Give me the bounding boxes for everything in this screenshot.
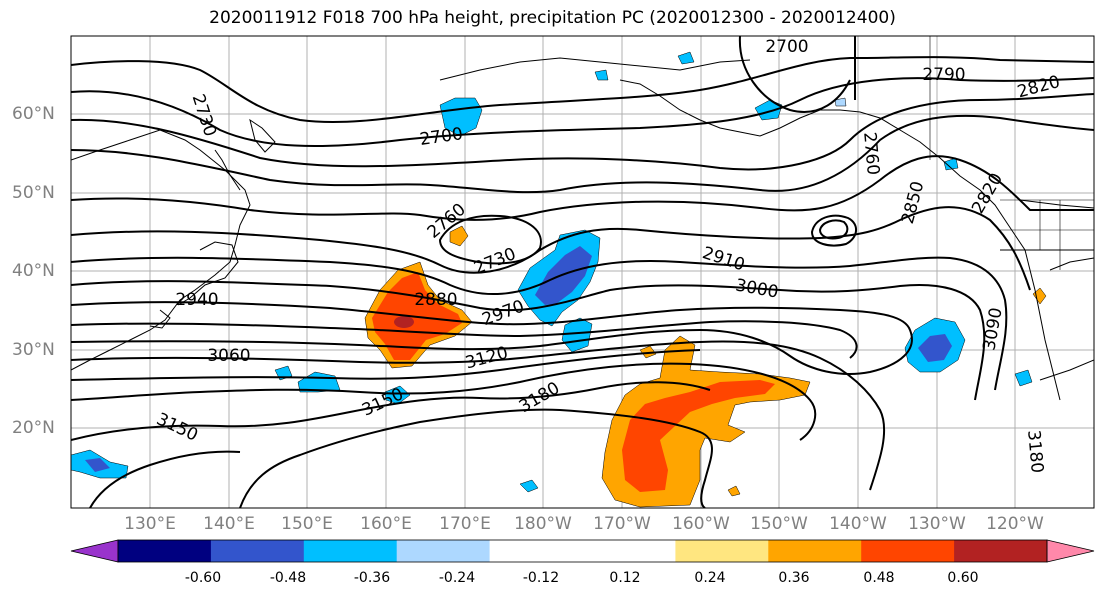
colorbar-swatch	[861, 540, 955, 562]
colorbar-tick-label: 0.24	[694, 570, 726, 586]
contour-label: 2790	[922, 65, 965, 85]
colorbar	[70, 539, 1095, 563]
colorbar-tick-label: 0.48	[863, 570, 895, 586]
colorbar-frame	[117, 539, 1048, 563]
colorbar-tick-label: 0.12	[609, 570, 641, 586]
lon-label: 140°E	[203, 514, 255, 534]
lon-label: 140°W	[829, 514, 887, 534]
contour-label: 2940	[175, 290, 218, 310]
contour-label: 2880	[414, 290, 457, 310]
colorbar-tick-label: 0.60	[947, 570, 979, 586]
colorbar-tick-label: 0.36	[778, 570, 810, 586]
lon-label: 160°E	[360, 514, 412, 534]
lon-label: 170°W	[593, 514, 651, 534]
colorbar-swatch	[118, 540, 212, 562]
lat-label-40n: 40°N	[12, 261, 55, 281]
map-title: 2020011912 F018 700 hPa height, precipit…	[209, 8, 896, 28]
colorbar-tick-label: -0.48	[269, 570, 307, 586]
map-frame	[70, 35, 1095, 509]
contour-label: 2760	[859, 131, 883, 176]
lon-label: 130°W	[908, 514, 966, 534]
lon-label: 130°E	[124, 514, 176, 534]
colorbar-extend-high	[1046, 539, 1095, 563]
colorbar-tick-label: -0.36	[353, 570, 391, 586]
lat-label-60n: 60°N	[12, 104, 55, 124]
colorbar-tick-label: -0.60	[184, 570, 222, 586]
colorbar-tick-label: -0.24	[438, 570, 476, 586]
lat-label-50n: 50°N	[12, 183, 55, 203]
lat-label-20n: 20°N	[12, 418, 55, 438]
colorbar-swatch	[303, 540, 398, 562]
lon-label: 120°W	[986, 514, 1044, 534]
lon-label: 180°W	[514, 514, 572, 534]
political-boundaries	[929, 36, 1094, 270]
colorbar-swatch	[582, 540, 676, 562]
colorbar-extend-low	[70, 539, 119, 563]
contour-label: 3180	[1023, 429, 1047, 474]
colorbar-swatch	[489, 540, 583, 562]
lon-label: 150°W	[750, 514, 808, 534]
lon-label: 170°E	[439, 514, 491, 534]
contour-label: 3060	[207, 346, 250, 366]
colorbar-swatch	[954, 540, 1048, 562]
colorbar-tick-label: -0.12	[522, 570, 560, 586]
precip-anomaly-warm	[364, 225, 1047, 508]
height-contours	[71, 36, 1094, 508]
lat-label-30n: 30°N	[12, 340, 55, 360]
colorbar-swatch	[675, 540, 769, 562]
lon-label: 150°E	[281, 514, 333, 534]
coastlines	[71, 57, 1094, 401]
colorbar-swatch	[210, 540, 305, 562]
lon-label: 160°W	[672, 514, 730, 534]
colorbar-swatch	[396, 540, 491, 562]
colorbar-swatch	[768, 540, 862, 562]
contour-label: 2700	[765, 37, 808, 57]
